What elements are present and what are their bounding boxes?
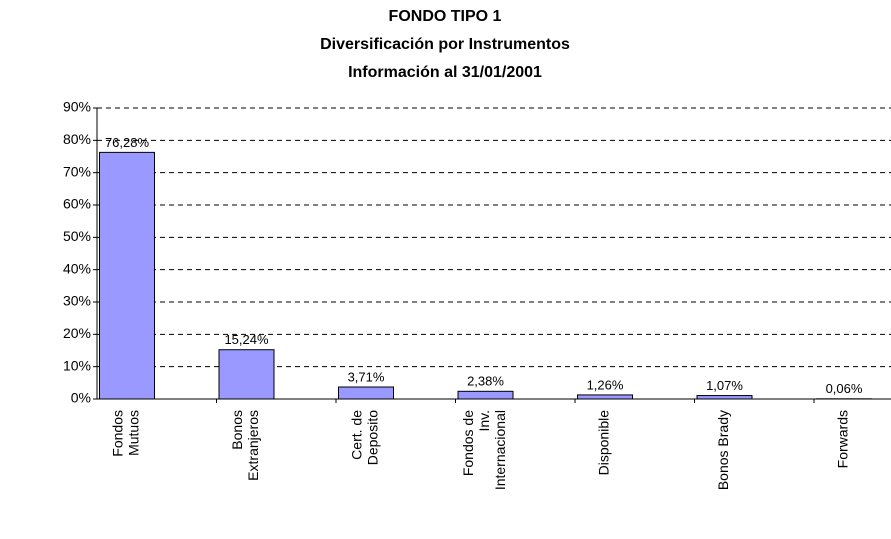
y-tick-label: 20% [63, 325, 91, 341]
bar [696, 395, 753, 400]
value-label: 3,71% [348, 369, 385, 384]
x-tick-label: Bonos Brady [715, 410, 731, 490]
x-tick-label: Mutuos [126, 410, 142, 456]
value-label: 1,26% [587, 377, 624, 392]
y-tick-label: 70% [63, 163, 91, 179]
y-tick-label: 10% [63, 357, 91, 373]
value-label: 2,38% [467, 374, 504, 389]
y-tick-label: 60% [63, 196, 91, 212]
y-tick-label: 0% [71, 390, 91, 406]
chart-subtitle: Diversificación por Instrumentos [320, 36, 570, 53]
y-tick-label: 90% [63, 99, 91, 115]
value-label: 0,06% [826, 381, 863, 396]
value-label: 1,07% [706, 378, 743, 393]
chart-title: FONDO TIPO 1 [389, 8, 502, 25]
value-label: 76,28% [105, 135, 150, 150]
x-tick-label: Inv. [476, 410, 492, 432]
x-tick-label: Fondos [110, 410, 126, 457]
x-tick-label: Bonos [229, 410, 245, 450]
bar [99, 151, 155, 400]
value-label: 15,24% [224, 332, 269, 347]
bar [218, 349, 275, 400]
bar [457, 390, 514, 400]
x-tick-label: Forwards [835, 410, 851, 468]
y-tick-label: 40% [63, 260, 91, 276]
y-tick-label: 80% [63, 131, 91, 147]
chart-subtitle: Información al 31/01/2001 [348, 64, 542, 81]
bar [577, 394, 633, 400]
bar [338, 386, 394, 400]
x-tick-label: Extranjeros [245, 410, 261, 481]
x-tick-label: Disponible [596, 410, 612, 476]
y-tick-label: 30% [63, 293, 91, 309]
x-tick-label: Cert. de [349, 410, 365, 460]
x-tick-label: Internacional [492, 410, 508, 490]
x-tick-label: Deposito [365, 410, 381, 465]
y-tick-label: 50% [63, 228, 91, 244]
x-tick-label: Fondos de [460, 410, 476, 476]
